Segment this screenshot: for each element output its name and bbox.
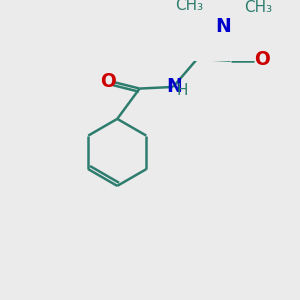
Text: H: H bbox=[177, 83, 188, 98]
Text: N: N bbox=[215, 17, 231, 36]
Text: O: O bbox=[100, 72, 116, 91]
Text: O: O bbox=[254, 50, 270, 69]
Text: CH₃: CH₃ bbox=[175, 0, 203, 13]
Text: N: N bbox=[166, 77, 182, 96]
Text: CH₃: CH₃ bbox=[244, 0, 272, 15]
